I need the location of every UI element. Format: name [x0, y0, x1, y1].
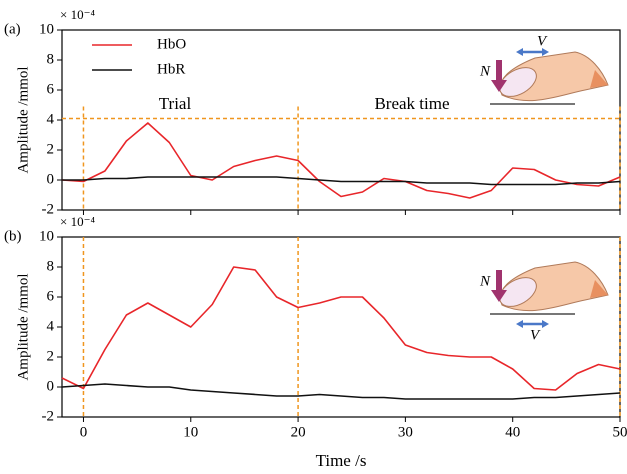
velocity-label: V [537, 33, 548, 49]
x-tick-label: 0 [80, 424, 88, 440]
force-label: N [479, 273, 491, 289]
y-tick-label: 6 [47, 81, 55, 97]
panel-label: (b) [4, 228, 22, 244]
arrow-heads [516, 48, 549, 56]
y-axis-label: Amplitude /mmol [15, 66, 31, 173]
multiplier: × 10⁻⁴ [60, 214, 95, 229]
force-arrow [491, 60, 507, 92]
arrow-heads [516, 320, 549, 328]
series-line [61, 122, 621, 199]
y-tick-label: 10 [39, 21, 54, 37]
multiplier: × 10⁻⁴ [60, 7, 95, 22]
plot-frame [61, 29, 621, 211]
x-tick-label: 30 [398, 424, 413, 440]
series-line [62, 176, 621, 186]
y-tick-label: 4 [47, 318, 55, 334]
y-tick-label: 8 [47, 258, 55, 274]
nail [590, 280, 608, 298]
y-tick-label: 6 [47, 288, 55, 304]
legend-label: HbR [157, 61, 185, 77]
x-tick-label: 40 [505, 424, 520, 440]
x-axis-label: Time /s [316, 451, 367, 470]
x-tick-label: 20 [291, 424, 306, 440]
y-tick-label: 8 [47, 51, 55, 67]
series-line [61, 383, 621, 400]
y-tick-label: 2 [47, 348, 55, 364]
fingertip [499, 277, 537, 307]
x-tick-label: 10 [183, 424, 198, 440]
finger-illustration: NV [479, 261, 609, 343]
y-tick-label: 0 [47, 171, 55, 187]
y-tick-label: 2 [47, 141, 55, 157]
y-tick-label: 0 [47, 378, 55, 394]
force-arrow [491, 270, 507, 302]
finger-illustration: NV [479, 33, 609, 105]
y-axis-label: Amplitude /mmol [15, 273, 31, 380]
y-tick-label: 10 [39, 228, 54, 244]
annotation: Break time [374, 94, 449, 113]
y-tick-label: -2 [42, 408, 55, 424]
fingertip [499, 67, 537, 97]
y-tick-label: -2 [42, 201, 55, 217]
x-tick-label: 50 [613, 424, 627, 440]
y-tick-label: 4 [47, 111, 55, 127]
velocity-label: V [530, 327, 541, 343]
force-label: N [479, 63, 491, 79]
series-line [61, 266, 621, 391]
nail [590, 70, 608, 88]
annotation: Trial [159, 94, 192, 113]
legend-label: HbO [157, 36, 186, 52]
panel-label: (a) [4, 21, 21, 37]
